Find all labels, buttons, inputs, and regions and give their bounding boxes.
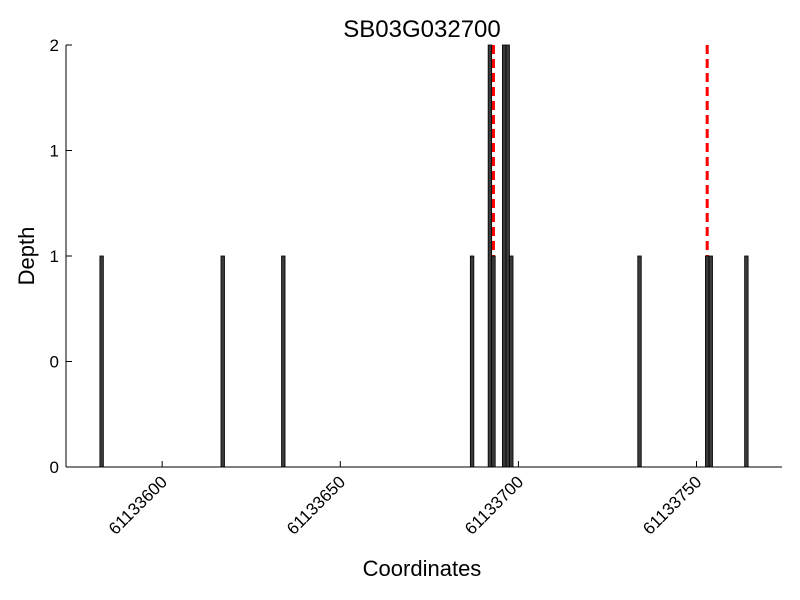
- depth-bar: [708, 255, 713, 468]
- depth-bar: [501, 44, 507, 468]
- reference-lines-layer: [491, 45, 709, 467]
- depth-bar: [505, 44, 510, 468]
- y-tick-label: 1: [50, 247, 59, 266]
- y-tick-label: 0: [50, 353, 59, 372]
- chart-title: SB03G032700: [343, 16, 500, 43]
- depth-bar: [469, 255, 475, 468]
- depth-bar: [220, 255, 225, 468]
- y-tick-label: 1: [50, 142, 59, 161]
- axes-layer: [65, 45, 782, 468]
- depth-bar: [744, 255, 749, 468]
- y-tick-label: 0: [50, 458, 59, 477]
- x-tick-label: 61133650: [283, 472, 349, 538]
- depth-bar: [637, 255, 642, 468]
- depth-bar: [487, 44, 493, 468]
- depth-bar: [705, 255, 710, 468]
- x-tick-label: 61133750: [639, 472, 705, 538]
- depth-bar: [99, 255, 104, 468]
- y-tick-label: 2: [50, 36, 59, 55]
- x-tick-label: 61133600: [105, 472, 171, 538]
- depth-bar: [509, 255, 514, 468]
- depth-bar: [491, 255, 496, 468]
- bars-layer: [99, 44, 749, 468]
- ticks-layer: 0 0 1 1 2 61133600 61133650 61133700 61133750: [50, 36, 706, 538]
- depth-bar: [281, 255, 286, 468]
- x-axis-label: Coordinates: [363, 556, 482, 581]
- y-axis-label: Depth: [14, 227, 39, 286]
- x-tick-label: 61133700: [461, 472, 527, 538]
